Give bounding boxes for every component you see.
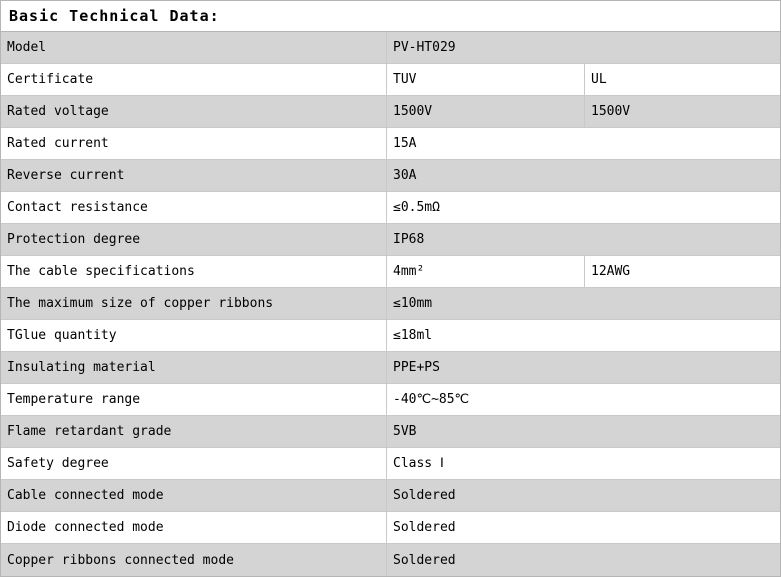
spec-value: 30A	[393, 168, 417, 183]
table-row: Temperature range -40℃~85℃	[1, 384, 780, 416]
spec-value: PPE+PS	[393, 360, 440, 375]
spec-value: Soldered	[393, 552, 456, 568]
spec-label: Cable connected mode	[1, 480, 387, 511]
spec-value: ≤0.5mΩ	[393, 200, 440, 215]
spec-label: Flame retardant grade	[1, 416, 387, 447]
spec-value: Soldered	[393, 520, 456, 535]
spec-label: Contact resistance	[1, 192, 387, 223]
table-row: Contact resistance ≤0.5mΩ	[1, 192, 780, 224]
spec-label: Rated current	[1, 128, 387, 159]
spec-label: The cable specifications	[1, 256, 387, 287]
spec-value: -40℃~85℃	[393, 392, 470, 407]
spec-value: PV-HT029	[393, 40, 456, 55]
spec-label: TGlue quantity	[1, 320, 387, 351]
table-row: The cable specifications 4mm² 12AWG	[1, 256, 780, 288]
spec-label: Model	[1, 32, 387, 63]
table-row: Copper ribbons connected mode Soldered	[1, 544, 780, 576]
spec-label: Copper ribbons connected mode	[1, 544, 387, 576]
table-row: Diode connected mode Soldered	[1, 512, 780, 544]
table-row: Rated voltage 1500V 1500V	[1, 96, 780, 128]
spec-label: The maximum size of copper ribbons	[1, 288, 387, 319]
table-row: The maximum size of copper ribbons ≤10mm	[1, 288, 780, 320]
spec-label: Certificate	[1, 64, 387, 95]
table-row: Flame retardant grade 5VB	[1, 416, 780, 448]
spec-value: ≤10mm	[393, 296, 433, 311]
spec-value: 15A	[393, 136, 417, 151]
table-row: TGlue quantity ≤18ml	[1, 320, 780, 352]
spec-label: Temperature range	[1, 384, 387, 415]
spec-label: Protection degree	[1, 224, 387, 255]
spec-value: 1500V	[387, 96, 585, 127]
spec-label: Reverse current	[1, 160, 387, 191]
table-row: Certificate TUV UL	[1, 64, 780, 96]
spec-label: Diode connected mode	[1, 512, 387, 543]
spec-value: ≤18ml	[393, 328, 433, 343]
spec-value: Class Ⅰ	[393, 456, 444, 471]
table-row: Insulating material PPE+PS	[1, 352, 780, 384]
spec-label: Insulating material	[1, 352, 387, 383]
spec-value: 12AWG	[591, 264, 631, 279]
table-title: Basic Technical Data:	[1, 1, 780, 32]
spec-value: IP68	[393, 232, 425, 247]
spec-value: 1500V	[591, 104, 631, 119]
spec-value: 5VB	[393, 424, 417, 439]
table-row: Safety degree Class Ⅰ	[1, 448, 780, 480]
spec-label: Rated voltage	[1, 96, 387, 127]
spec-label: Safety degree	[1, 448, 387, 479]
table-row: Reverse current 30A	[1, 160, 780, 192]
spec-value: 4mm²	[387, 256, 585, 287]
table-body: Model PV-HT029 Certificate TUV UL Rated volta…	[1, 32, 780, 576]
table-row: Protection degree IP68	[1, 224, 780, 256]
spec-value: UL	[591, 72, 607, 87]
spec-value: TUV	[387, 64, 585, 95]
table-row: Rated current 15A	[1, 128, 780, 160]
table-row: Cable connected mode Soldered	[1, 480, 780, 512]
table-row: Model PV-HT029	[1, 32, 780, 64]
spec-value: Soldered	[393, 488, 456, 503]
